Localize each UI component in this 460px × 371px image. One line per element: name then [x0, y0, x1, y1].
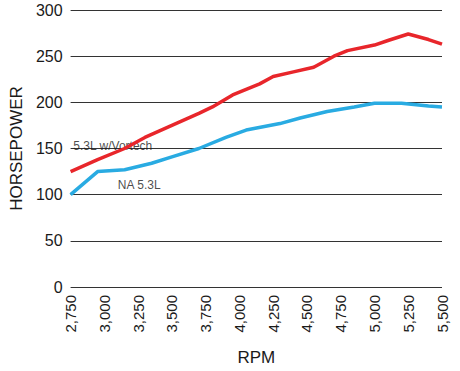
- svg-text:3,000: 3,000: [96, 295, 113, 333]
- svg-text:4,250: 4,250: [265, 295, 282, 333]
- svg-text:RPM: RPM: [237, 348, 275, 367]
- svg-text:2,750: 2,750: [62, 295, 79, 333]
- svg-text:100: 100: [36, 186, 63, 203]
- svg-text:3,250: 3,250: [130, 295, 147, 333]
- svg-text:0: 0: [54, 279, 63, 296]
- svg-text:4,500: 4,500: [298, 295, 315, 333]
- svg-text:NA 5.3L: NA 5.3L: [118, 178, 161, 192]
- svg-text:150: 150: [36, 140, 63, 157]
- svg-text:5,250: 5,250: [400, 295, 417, 333]
- svg-text:200: 200: [36, 94, 63, 111]
- svg-text:4,000: 4,000: [231, 295, 248, 333]
- svg-text:3,750: 3,750: [197, 295, 214, 333]
- svg-text:50: 50: [45, 232, 63, 249]
- svg-text:HORSEPOWER: HORSEPOWER: [7, 86, 26, 211]
- svg-text:3,500: 3,500: [163, 295, 180, 333]
- svg-text:5,000: 5,000: [366, 295, 383, 333]
- svg-text:5,500: 5,500: [434, 295, 451, 333]
- svg-text:250: 250: [36, 48, 63, 65]
- svg-text:300: 300: [36, 2, 63, 19]
- svg-text:4,750: 4,750: [332, 295, 349, 333]
- svg-text:5.3L w/Vortech: 5.3L w/Vortech: [73, 138, 153, 153]
